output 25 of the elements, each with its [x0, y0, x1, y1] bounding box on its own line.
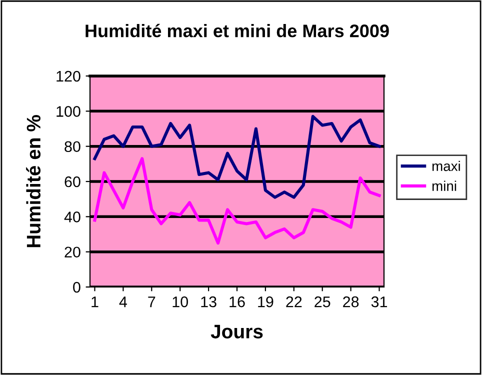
x-tick-label: 1: [92, 296, 98, 308]
x-tick-label: 4: [119, 296, 127, 308]
x-tick-label: 10: [172, 296, 188, 308]
y-tick-label: 0: [73, 282, 80, 293]
y-axis-title: Humidité en %: [26, 115, 41, 248]
y-tick-label: 80: [64, 141, 80, 152]
x-tick-label: 28: [343, 296, 359, 308]
x-tick-label: 16: [230, 296, 245, 308]
y-tick-label: 40: [64, 212, 80, 222]
x-tick-label: 25: [314, 296, 330, 308]
x-tick-label: 19: [258, 296, 274, 308]
y-tick-label: 20: [64, 246, 80, 258]
chart-title: Humidité maxi et mini de Mars 2009: [86, 24, 389, 38]
y-tick-label: 120: [56, 70, 80, 82]
y-tick-label: 100: [56, 106, 80, 117]
x-tick-label: 31: [371, 296, 388, 308]
x-axis-title: Jours: [210, 324, 263, 338]
x-tick-label: 22: [286, 296, 302, 308]
line-series: [93, 114, 381, 199]
x-tick-label: 7: [148, 296, 156, 308]
line-series: [93, 157, 381, 245]
x-tick-label: 13: [201, 296, 216, 308]
legend-label: maxi: [432, 160, 460, 172]
legend-label: mini: [432, 180, 456, 191]
y-tick-label: 60: [64, 176, 80, 188]
